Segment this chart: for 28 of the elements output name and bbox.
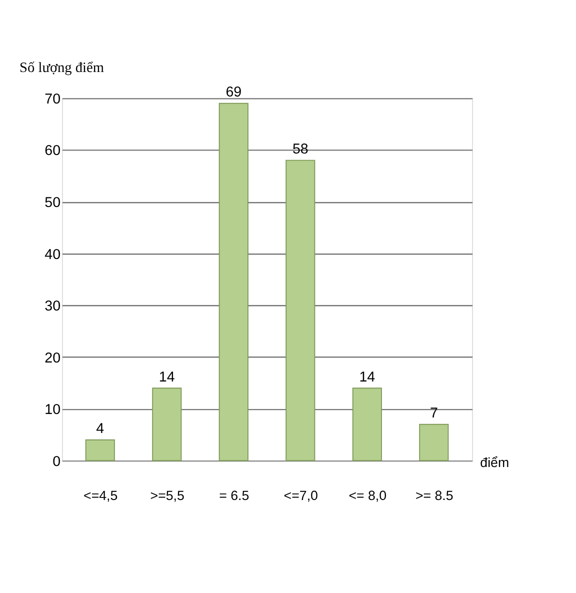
y-tick-label: 30 <box>44 298 61 315</box>
data-label: 58 <box>292 142 308 158</box>
y-tick-label: 60 <box>44 143 61 160</box>
y-tick-label: 40 <box>44 246 61 263</box>
bar <box>85 439 115 462</box>
y-tick-label: 50 <box>44 194 61 211</box>
x-tick-label: <=4,5 <box>84 488 118 504</box>
bar <box>352 388 382 462</box>
bar <box>152 388 182 462</box>
x-tick-label: >= 8.5 <box>415 488 454 504</box>
y-tick-label: 0 <box>52 454 61 470</box>
y-tick-label: 20 <box>44 350 61 366</box>
bar <box>419 424 449 462</box>
x-tick-label: = 6.5 <box>219 488 250 504</box>
x-tick-label: <=7,0 <box>284 488 318 504</box>
bar <box>218 102 248 462</box>
y-axis-title: Số lượng điểm <box>20 60 104 76</box>
data-label: 14 <box>158 369 175 386</box>
data-label: 69 <box>226 84 242 101</box>
x-tick-label: <= 8,0 <box>348 488 387 504</box>
y-tick-label: 10 <box>44 402 61 418</box>
x-axis-title: điểm <box>480 454 510 470</box>
data-label: 4 <box>96 421 104 438</box>
x-tick-label: >=5,5 <box>150 488 184 504</box>
data-label: 14 <box>359 369 376 386</box>
y-tick-label: 70 <box>44 91 61 108</box>
data-label: 7 <box>430 406 438 422</box>
bar <box>286 160 316 462</box>
